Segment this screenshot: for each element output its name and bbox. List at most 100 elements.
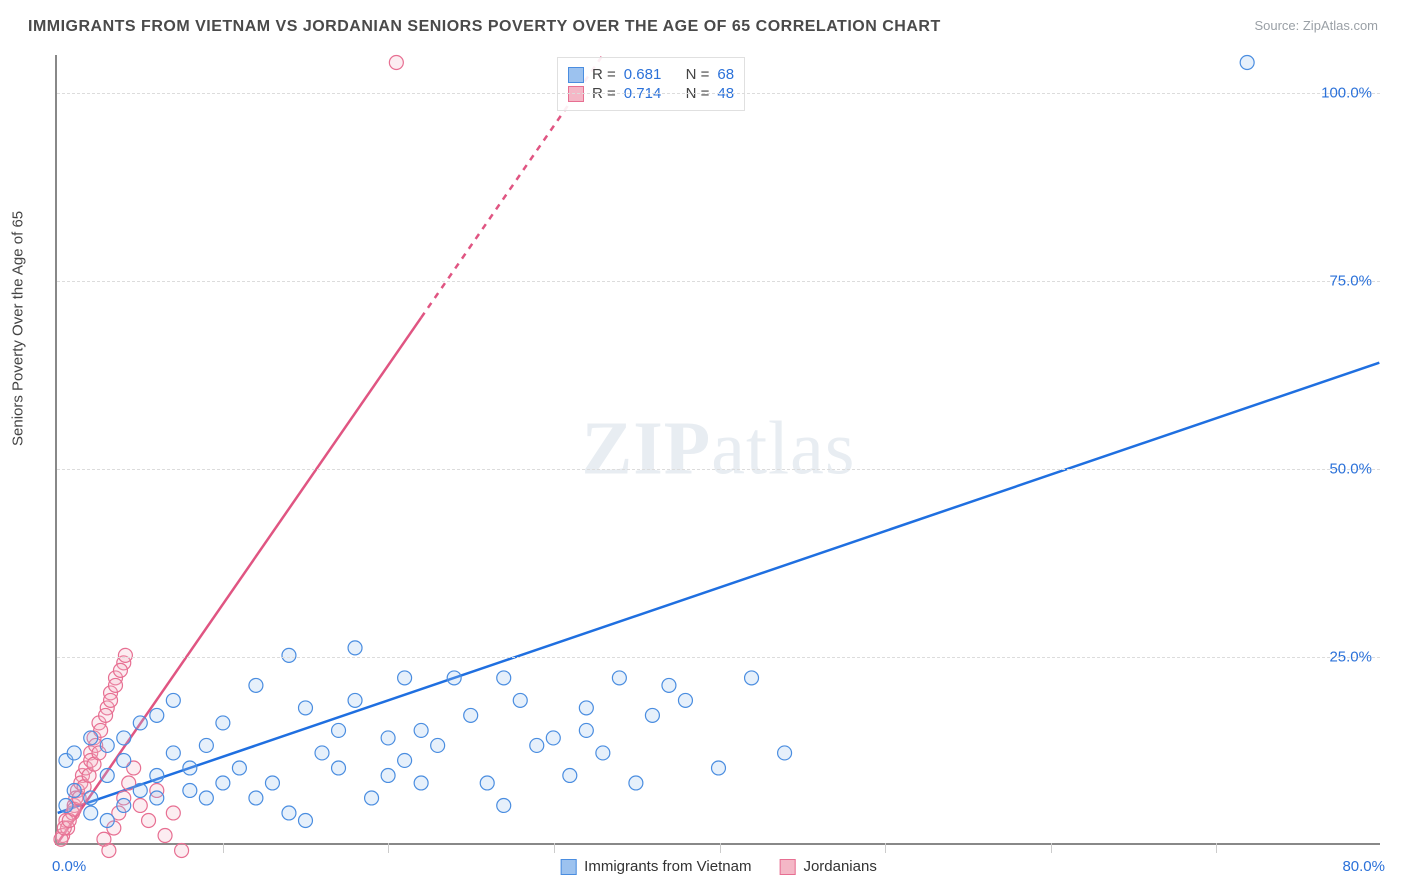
data-point (183, 783, 197, 797)
data-point (629, 776, 643, 790)
data-point (84, 806, 98, 820)
data-point (282, 648, 296, 662)
data-point (216, 776, 230, 790)
data-point (117, 798, 131, 812)
x-tick (720, 843, 721, 853)
data-point (778, 746, 792, 760)
source-label: Source: ZipAtlas.com (1254, 18, 1378, 33)
data-point (348, 641, 362, 655)
data-point (365, 791, 379, 805)
data-point (645, 708, 659, 722)
data-point (142, 814, 156, 828)
data-point (662, 678, 676, 692)
data-point (381, 731, 395, 745)
data-point (678, 693, 692, 707)
x-tick (554, 843, 555, 853)
legend-x-label: Immigrants from Vietnam (584, 858, 751, 875)
data-point (282, 806, 296, 820)
data-point (464, 708, 478, 722)
y-tick-label: 50.0% (1329, 460, 1372, 477)
data-point (579, 701, 593, 715)
chart-svg (57, 55, 1380, 843)
data-point (431, 738, 445, 752)
data-point (175, 844, 189, 858)
data-point (480, 776, 494, 790)
data-point (249, 678, 263, 692)
data-point (84, 731, 98, 745)
data-point (530, 738, 544, 752)
y-axis-label: Seniors Poverty Over the Age of 65 (10, 211, 27, 446)
data-point (348, 693, 362, 707)
data-point (579, 723, 593, 737)
data-point (109, 678, 123, 692)
data-point (299, 701, 313, 715)
data-point (133, 798, 147, 812)
data-point (414, 723, 428, 737)
data-point (104, 693, 118, 707)
data-point (546, 731, 560, 745)
legend-swatch (568, 67, 584, 83)
legend-swatch (779, 859, 795, 875)
legend-x-item: Immigrants from Vietnam (560, 858, 751, 875)
x-tick (885, 843, 886, 853)
y-tick-label: 75.0% (1329, 272, 1372, 289)
data-point (563, 768, 577, 782)
plot-area: ZIPatlas R = 0.681 N = 68 R = 0.714 N = … (55, 55, 1380, 845)
data-point (332, 723, 346, 737)
y-gridline (57, 93, 1380, 94)
data-point (150, 768, 164, 782)
y-tick-label: 25.0% (1329, 648, 1372, 665)
x-tick (388, 843, 389, 853)
x-tick (1216, 843, 1217, 853)
data-point (332, 761, 346, 775)
data-point (249, 791, 263, 805)
r-label: R = (592, 66, 616, 83)
n-label: N = (686, 66, 710, 83)
data-point (166, 806, 180, 820)
data-point (497, 798, 511, 812)
data-point (381, 768, 395, 782)
data-point (113, 663, 127, 677)
data-point (497, 671, 511, 685)
data-point (1240, 56, 1254, 70)
legend-x-item: Jordanians (779, 858, 876, 875)
data-point (398, 753, 412, 767)
data-point (100, 738, 114, 752)
data-point (183, 761, 197, 775)
x-tick (223, 843, 224, 853)
data-point (199, 791, 213, 805)
data-point (299, 814, 313, 828)
data-point (166, 746, 180, 760)
data-point (232, 761, 246, 775)
data-point (158, 829, 172, 843)
data-point (712, 761, 726, 775)
y-tick-label: 100.0% (1321, 84, 1372, 101)
data-point (117, 731, 131, 745)
data-point (67, 746, 81, 760)
data-point (100, 768, 114, 782)
data-point (596, 746, 610, 760)
data-point (59, 798, 73, 812)
data-point (199, 738, 213, 752)
data-point (99, 708, 113, 722)
legend-stats-row: R = 0.681 N = 68 (568, 66, 734, 83)
data-point (133, 716, 147, 730)
trend-line (58, 363, 1380, 813)
n-value: 68 (717, 66, 734, 83)
data-point (150, 791, 164, 805)
data-point (513, 693, 527, 707)
data-point (150, 708, 164, 722)
data-point (265, 776, 279, 790)
data-point (117, 753, 131, 767)
y-gridline (57, 281, 1380, 282)
legend-x-axis: Immigrants from Vietnam Jordanians (560, 858, 877, 875)
data-point (133, 783, 147, 797)
chart-title: IMMIGRANTS FROM VIETNAM VS JORDANIAN SEN… (28, 18, 941, 36)
x-axis-min-label: 0.0% (52, 858, 86, 875)
data-point (102, 844, 116, 858)
r-value: 0.681 (624, 66, 662, 83)
data-point (389, 56, 403, 70)
data-point (118, 648, 132, 662)
data-point (100, 814, 114, 828)
data-point (612, 671, 626, 685)
